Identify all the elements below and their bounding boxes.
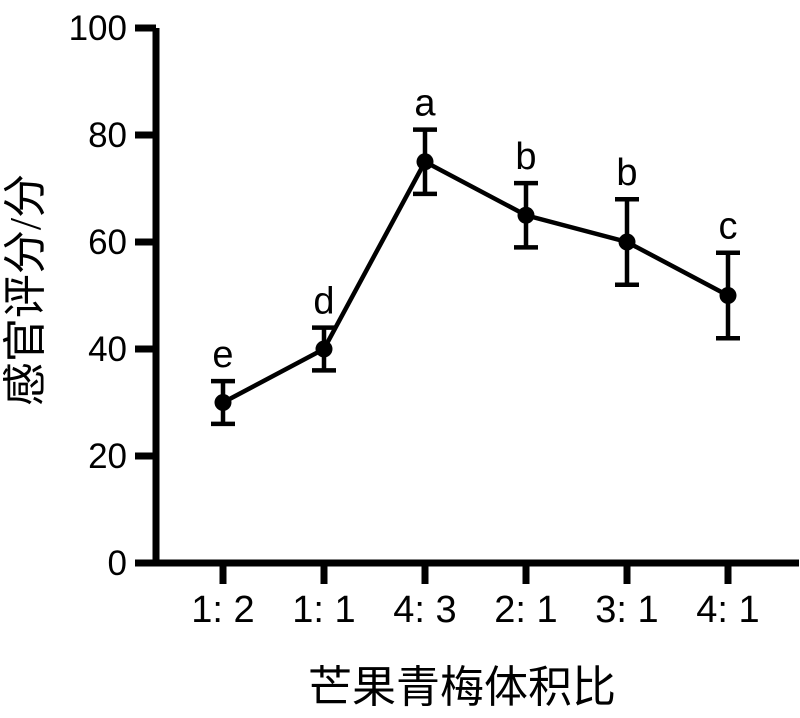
x-tick-label: 1: 2 [191, 589, 254, 631]
data-point-marker [416, 153, 434, 171]
significance-letter: e [212, 334, 233, 376]
y-tick-label: 60 [88, 223, 127, 262]
x-tick-label: 3: 1 [595, 589, 658, 631]
x-tick-label: 1: 1 [292, 589, 355, 631]
y-tick-label: 40 [88, 330, 127, 369]
significance-letter: d [313, 281, 334, 323]
significance-letters: e d a b b c [212, 83, 737, 376]
x-tick-label: 4: 3 [393, 589, 456, 631]
y-tick-label: 0 [108, 544, 127, 583]
significance-letter: c [719, 206, 738, 248]
data-line [221, 158, 730, 405]
y-tick-label: 100 [69, 9, 127, 48]
significance-letter: b [616, 152, 637, 194]
y-axis-title: 感官评分/分 [1, 174, 50, 406]
data-series [211, 127, 740, 427]
data-point-marker [315, 340, 333, 358]
significance-letter: b [515, 136, 536, 178]
x-axis-title: 芒果青梅体积比 [308, 663, 616, 712]
significance-letter: a [414, 83, 436, 125]
y-axis-ticks: 0 20 40 60 80 100 [69, 9, 156, 583]
x-axis-ticks: 1: 2 1: 1 4: 3 2: 1 3: 1 4: 1 [191, 563, 760, 631]
data-point-marker [214, 394, 232, 411]
data-point-marker [618, 233, 636, 251]
data-point-marker [719, 287, 737, 304]
x-tick-label: 2: 1 [494, 589, 557, 631]
y-tick-label: 20 [88, 437, 127, 476]
y-tick-label: 80 [88, 116, 127, 155]
x-tick-label: 4: 1 [696, 589, 759, 631]
axes [150, 28, 799, 567]
data-point-marker [517, 206, 535, 224]
